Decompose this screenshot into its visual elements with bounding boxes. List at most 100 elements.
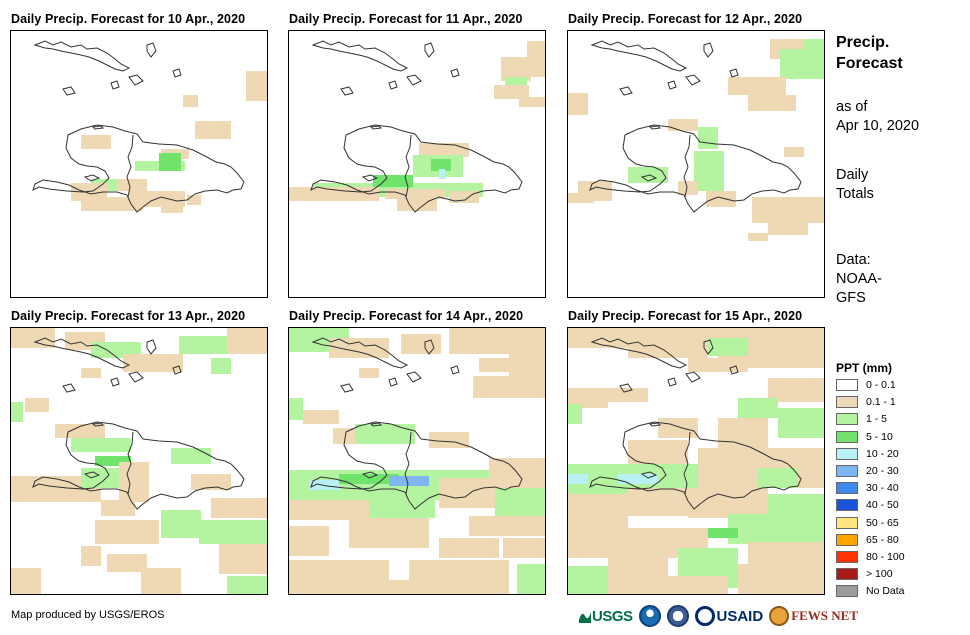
precip-cell [123,354,183,372]
legend-label: 20 - 30 [866,465,899,477]
precip-cell [608,388,648,402]
coastline-path [32,124,245,213]
coastline-path [33,337,131,369]
legend-label: 65 - 80 [866,533,899,546]
coastline-path [424,42,435,58]
legend-label: 50 - 65 [866,516,899,529]
coastline-path [172,68,182,78]
precip-cell [678,181,698,195]
precip-cell [469,516,545,536]
precip-cell [503,538,545,558]
forecast-title: Precip. Forecast [836,34,903,72]
precip-cell [199,520,267,544]
precip-cell [373,175,413,187]
coastline [32,337,245,510]
precip-cell [728,514,824,544]
legend-swatch [836,482,858,495]
precip-cell [187,195,201,205]
precip-cell [694,151,724,191]
precip-cell [211,358,231,374]
precip-cell [211,498,267,518]
precip-cell [628,488,688,516]
coastline-path [404,134,412,198]
precip-cell [191,474,231,490]
fews-net-logo-icon [769,606,790,626]
coastline-path [126,431,134,495]
coastline-path [83,471,101,479]
coastline-path [589,124,802,213]
legend-swatch [836,447,858,460]
precip-cell [11,568,41,594]
coastline-path [361,174,379,182]
coastline-path [110,377,120,387]
map-panel-1 [10,30,268,298]
legend-swatch [836,533,858,546]
precip-cell [419,143,469,157]
map-panel-6 [567,327,825,595]
coastline [589,337,802,510]
legend-swatch [836,499,858,512]
precip-cell [289,398,303,420]
fews-net-logo: FEWS NET [769,606,858,626]
legend-swatch [836,465,858,477]
coastline-path [590,337,688,369]
logo-strip: USGS USAID FEWS NET [578,603,858,629]
coastline-path [128,74,144,86]
map-panel-4 [10,327,268,595]
coastline-path [32,421,245,510]
coastline-path [683,431,691,495]
precip-cell [397,197,437,211]
coastline-path [369,422,383,427]
legend-title: PPT (mm) [836,361,893,375]
precip-cell [227,328,267,354]
coastline-path [590,40,688,72]
coastline-path [619,383,633,393]
legend-label: 1 - 5 [866,413,888,426]
precip-cell [628,344,708,358]
precip-cell [339,474,399,484]
precip-cell [439,538,499,558]
coastline-path [404,431,412,495]
legend-item: 0 - 0.1 [836,379,896,391]
precip-cell [195,121,231,139]
precip-field [11,328,267,594]
coastline-path [311,337,409,369]
precip-cell [658,418,698,438]
precip-cell [708,338,748,356]
coastline-path [640,471,658,479]
precip-cell [758,468,798,488]
precip-cell [81,135,111,149]
precip-cell [81,368,101,378]
coastline-path [729,365,739,375]
coastline-path [388,80,398,90]
precip-cell [473,376,545,398]
as-of-date: as of Apr 10, 2020 [836,99,920,134]
precip-cell [708,528,738,538]
precip-cell [784,147,804,157]
precip-cell [389,476,429,486]
precip-cell [768,223,808,235]
precip-cell [698,448,758,488]
precip-cell [748,233,768,241]
legend-swatch [836,413,858,426]
precip-cell [748,542,824,566]
coastline-path [33,40,131,72]
panel-title-6: Daily Precip. Forecast for 15 Apr., 2020 [568,309,803,323]
coastline-path [369,125,383,130]
coastline-path [340,383,354,393]
precip-cell [359,368,379,378]
precip-cell [25,398,49,412]
coastline-path [146,42,157,58]
legend-item: 65 - 80 [836,533,899,546]
panel-title-1: Daily Precip. Forecast for 10 Apr., 2020 [11,12,246,26]
precip-cell [494,85,529,99]
precip-cell [219,544,267,574]
precip-cell [289,500,369,520]
panel-title-5: Daily Precip. Forecast for 14 Apr., 2020 [289,309,524,323]
precip-cell [171,448,211,464]
coastline-path [126,134,134,198]
precip-cell [698,127,718,149]
coastline-path [406,371,422,383]
precip-cell [495,488,545,518]
precip-cell [401,334,441,354]
